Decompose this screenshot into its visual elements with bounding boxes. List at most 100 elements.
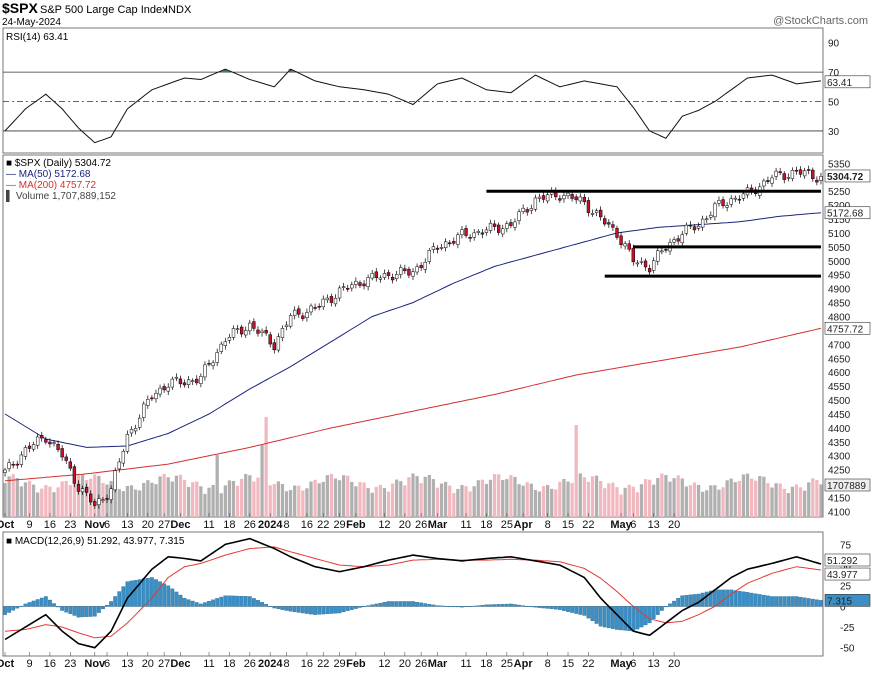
volume-bar [386,491,391,517]
macd-hist-bar [84,606,89,617]
volume-bar [227,480,232,517]
macd-hist-bar [733,590,738,607]
volume-bar [362,482,366,517]
volume-bar [819,484,823,517]
macd-tick-25: 25 [840,582,852,593]
volume-bar [570,483,574,517]
volume-bar [231,480,236,517]
candle-body [664,249,668,251]
candle-body [782,173,786,180]
candle-body [72,466,77,484]
x-tick-label-26: 26 [244,519,256,531]
volume-bar [623,487,627,517]
candle-body [472,232,476,238]
candle-body [11,463,15,466]
price-legend: ■ $SPX (Daily) 5304.72 [6,158,111,169]
candle-body [545,194,550,202]
macd-legend: ■ MACD(12,26,9) 51.292, 43.977, 7.315 [6,536,185,547]
candle-body [741,193,746,199]
macd-hist-bar [696,593,701,607]
volume-bar [170,481,174,517]
candle-body [733,197,737,200]
macd-hist-bar [549,606,554,610]
x-tick-label-22: 22 [317,658,329,670]
candle-body [64,456,68,461]
macd-hist-bar [496,604,501,607]
volume-bar [701,491,705,517]
candle-body [562,195,566,200]
macd-hist-bar [615,606,619,630]
macd-hist-bar [96,606,101,613]
volume-bar [390,483,395,517]
candle-body [395,274,399,279]
volume-bar [133,489,138,517]
volume-bar [794,484,799,517]
candle-body [60,448,64,458]
candle-body [325,297,330,301]
macd-hist-bar [594,606,599,624]
candle-body [794,169,799,172]
volume-bar [733,482,737,517]
price-tick-4700: 4700 [828,340,851,351]
x-tick-label-11: 11 [203,519,214,531]
candle-body [215,352,219,363]
volume-bar [452,493,456,517]
macd-hist-bar [374,603,379,607]
x-tick-label-16: 16 [301,658,313,670]
candle-body [370,273,374,279]
volume-bar [260,445,264,517]
volume-bar [578,473,582,517]
candle-body [19,454,24,465]
volume-bar [639,484,644,517]
volume-bar [537,491,542,517]
x-tick-label-6: 6 [104,519,110,531]
volume-bar [770,487,774,517]
macd-hist-bar [737,590,742,607]
macd-hist-bar [570,606,574,613]
volume-bar [521,485,525,517]
macd-hist-bar [774,596,778,607]
macd-hist-bar [390,601,395,607]
candle-body [117,461,121,470]
volume-bar [19,486,23,517]
candle-body [778,171,782,173]
candle-body [297,308,301,315]
volume-bar [501,480,505,517]
volume-bar [329,473,334,517]
candle-body [268,334,272,345]
macd-hist-bar [623,606,628,631]
volume-bar [594,475,599,517]
macd-hist-bar [692,594,697,607]
macd-hist-bar [101,606,105,610]
candle-body [15,463,19,466]
volume-bar [480,479,484,517]
volume-bar [754,480,758,517]
macd-hist-bar [194,602,199,607]
macd-hist-bar [35,599,40,607]
macd-hist-bar [219,596,224,607]
macd-hist-bar [337,606,342,614]
macd-hist-bar [300,606,305,614]
macd-hist-bar [423,603,428,607]
volume-bar [782,488,786,517]
macd-hist-bar [133,580,138,607]
macd-hist-bar [239,596,244,607]
macd-current-label-box [824,553,871,567]
macd-hist-bar [76,606,81,618]
macd-hist-bar [635,606,640,630]
candle-body [150,397,154,400]
macd-histogram [3,577,823,632]
candle-body [811,169,815,179]
candle-body [329,296,334,303]
x-tick-label-18: 18 [480,658,492,670]
price-tick-4850: 4850 [828,299,851,310]
volume-bar [533,489,538,517]
candle-body [133,427,138,432]
volume-bar [545,485,550,517]
candle-body [717,200,721,204]
x-tick-label-25: 25 [501,658,513,670]
ma200-legend: — MA(200) 4757.72 [6,180,96,191]
volume-bar [174,475,179,517]
macd-hist-bar [366,605,371,607]
volume-bar [195,481,199,517]
